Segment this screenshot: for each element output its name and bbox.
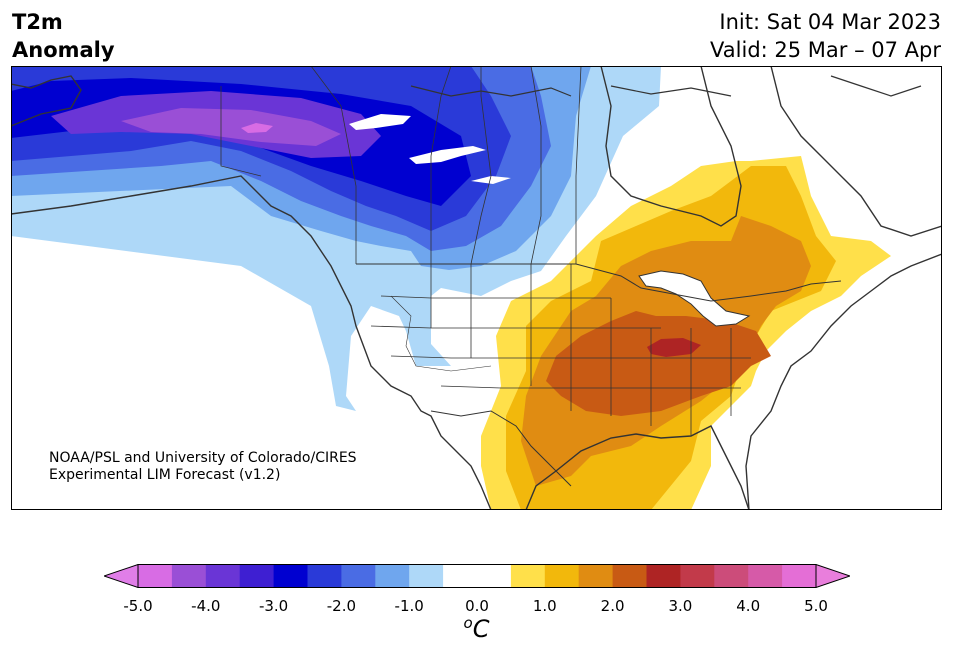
colorbar-cell bbox=[680, 564, 715, 588]
colorbar-cell bbox=[443, 564, 478, 588]
colorbar-cell bbox=[477, 564, 512, 588]
western-us-neutral bbox=[390, 295, 492, 372]
credit-line1: NOAA/PSL and University of Colorado/CIRE… bbox=[49, 450, 357, 466]
colorbar-tick-label: -4.0 bbox=[191, 597, 221, 615]
map-title: T2m Anomaly bbox=[12, 8, 115, 64]
colorbar-tick-label: 3.0 bbox=[668, 597, 693, 615]
warm-band-5 bbox=[647, 338, 701, 357]
colorbar-cell bbox=[409, 564, 444, 588]
cold-band-7 bbox=[121, 108, 341, 146]
coastline-west bbox=[11, 75, 492, 510]
credit-line2: Experimental LIM Forecast (v1.2) bbox=[49, 467, 281, 483]
colorbar-tick-label: 4.0 bbox=[736, 597, 761, 615]
colorbar-tick-label: 0.0 bbox=[465, 597, 489, 615]
colorbar-cell bbox=[239, 564, 274, 588]
cold-band-8 bbox=[241, 123, 273, 133]
anomaly-map bbox=[11, 66, 942, 510]
colorbar-cells bbox=[138, 564, 817, 588]
colorbar-outline bbox=[137, 564, 817, 588]
colorbar-tick-label: -2.0 bbox=[326, 597, 357, 615]
great-bear-lake bbox=[349, 114, 411, 130]
great-lakes bbox=[638, 270, 751, 327]
map-title-line1: T2m bbox=[12, 10, 63, 34]
colorbar-tick-label: -1.0 bbox=[394, 597, 424, 615]
colorbar-cell bbox=[341, 564, 376, 588]
colorbar-tick-label: 2.0 bbox=[600, 597, 625, 615]
colorbar-cell bbox=[205, 564, 241, 588]
colorbar bbox=[104, 564, 850, 588]
colorbar-tick-label: -5.0 bbox=[123, 597, 153, 615]
province-lines bbox=[220, 66, 582, 265]
colorbar-unit: oC bbox=[0, 614, 953, 643]
colorbar-cell bbox=[782, 564, 817, 588]
great-slave-lake bbox=[409, 146, 486, 164]
colorbar-ticks: -5.0 -4.0 -3.0 -2.0 -1.0 0.0 1.0 2.0 3.0 4.0 5.0 bbox=[0, 597, 953, 617]
forecast-dates: Init: Sat 04 Mar 2023 Valid: 25 Mar – 07… bbox=[710, 8, 941, 64]
us-mexico-border bbox=[430, 410, 572, 487]
state-lines bbox=[370, 264, 751, 436]
map-frame bbox=[11, 66, 942, 510]
colorbar-cell bbox=[273, 564, 308, 588]
colorbar-cell bbox=[612, 564, 647, 588]
us-canada-border bbox=[356, 263, 842, 302]
init-date: Init: Sat 04 Mar 2023 bbox=[719, 10, 941, 34]
arctic-islands bbox=[410, 75, 922, 97]
colorbar-tick-label: -3.0 bbox=[258, 597, 289, 615]
colorbar-cell bbox=[138, 564, 173, 588]
colorbar-cell bbox=[375, 564, 410, 588]
colorbar-tick-label: 5.0 bbox=[804, 597, 828, 615]
colorbar-cell bbox=[510, 564, 546, 588]
colorbar-cell bbox=[714, 564, 749, 588]
colorbar-cell bbox=[544, 564, 580, 588]
unit-main: C bbox=[472, 615, 490, 643]
warm-band-4 bbox=[546, 311, 771, 416]
lake-athabasca bbox=[471, 176, 511, 184]
map-title-line2: Anomaly bbox=[12, 38, 115, 62]
credit-text: NOAA/PSL and University of Colorado/CIRE… bbox=[49, 450, 357, 484]
colorbar-cell bbox=[171, 564, 207, 588]
colorbar-over-arrow bbox=[815, 564, 850, 588]
coastline-labrador bbox=[770, 66, 942, 237]
colorbar-tick-label: 1.0 bbox=[532, 597, 557, 615]
colorbar-cell bbox=[646, 564, 681, 588]
colorbar-cell bbox=[748, 564, 783, 588]
coastline-east bbox=[745, 253, 942, 510]
coastline-hudson-bay bbox=[600, 66, 742, 227]
colorbar-cell bbox=[578, 564, 613, 588]
unit-superscript: o bbox=[463, 614, 473, 632]
valid-range: Valid: 25 Mar – 07 Apr bbox=[710, 38, 941, 62]
colorbar-under-arrow bbox=[104, 564, 139, 588]
colorbar-cell bbox=[307, 564, 342, 588]
